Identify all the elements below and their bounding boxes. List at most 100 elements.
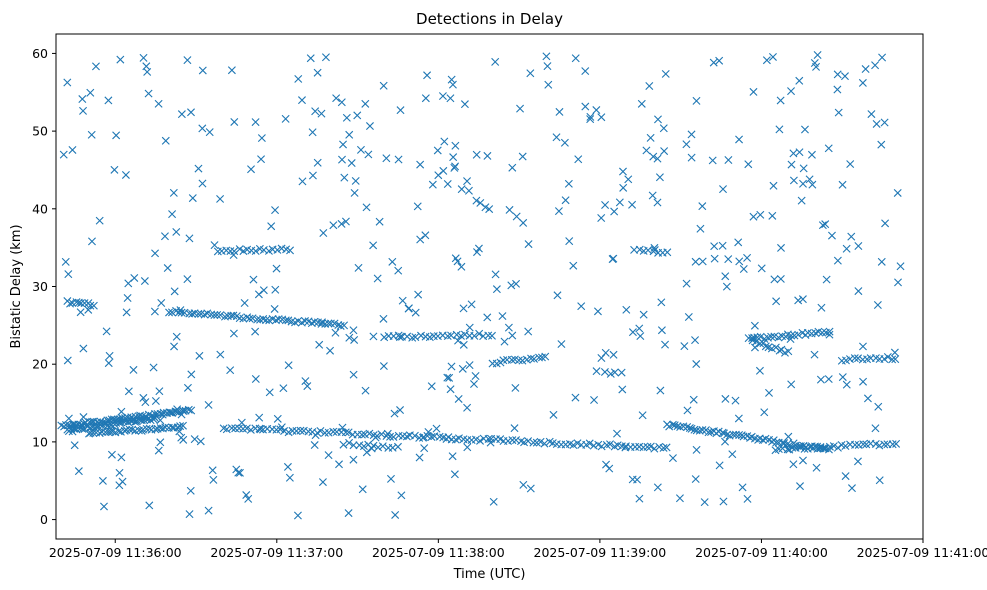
data-point bbox=[759, 339, 768, 348]
data-point bbox=[776, 274, 785, 283]
data-point bbox=[757, 264, 766, 273]
data-point bbox=[172, 227, 181, 236]
data-point bbox=[416, 160, 425, 169]
data-point bbox=[661, 69, 670, 78]
data-point bbox=[115, 481, 124, 490]
data-point bbox=[540, 439, 549, 448]
data-point bbox=[749, 212, 758, 221]
data-point bbox=[187, 370, 196, 379]
data-point bbox=[196, 437, 205, 446]
data-point bbox=[234, 468, 243, 477]
data-point bbox=[298, 177, 307, 186]
data-point bbox=[313, 158, 322, 167]
data-point bbox=[840, 72, 849, 81]
data-point bbox=[606, 369, 615, 378]
data-point bbox=[794, 330, 803, 339]
data-point bbox=[198, 124, 207, 133]
data-point bbox=[838, 180, 847, 189]
data-point bbox=[787, 160, 796, 169]
data-point bbox=[687, 130, 696, 139]
data-point bbox=[443, 373, 452, 382]
data-point bbox=[465, 323, 474, 332]
data-point bbox=[301, 377, 310, 386]
data-point bbox=[315, 340, 324, 349]
data-point bbox=[273, 245, 282, 254]
data-point bbox=[813, 50, 822, 59]
data-point bbox=[176, 306, 185, 315]
data-point bbox=[516, 104, 525, 113]
data-point bbox=[350, 335, 359, 344]
data-point bbox=[799, 179, 807, 188]
data-point bbox=[448, 452, 457, 461]
data-point bbox=[824, 445, 833, 454]
data-point bbox=[500, 337, 509, 346]
y-tick-label: 30 bbox=[32, 279, 48, 294]
data-point bbox=[691, 336, 700, 345]
data-point bbox=[272, 264, 281, 273]
data-point bbox=[507, 281, 516, 290]
data-point bbox=[434, 171, 443, 180]
data-point bbox=[691, 257, 700, 266]
data-point bbox=[78, 421, 87, 430]
data-point bbox=[116, 55, 125, 64]
data-point bbox=[483, 313, 492, 322]
data-point bbox=[805, 175, 814, 184]
data-point bbox=[894, 278, 902, 287]
data-point bbox=[472, 196, 481, 205]
data-point bbox=[179, 421, 187, 430]
data-point bbox=[427, 432, 436, 441]
data-point bbox=[350, 188, 359, 197]
data-point bbox=[117, 453, 126, 462]
data-point bbox=[248, 314, 257, 323]
data-point bbox=[337, 219, 346, 228]
data-point bbox=[891, 355, 900, 364]
data-point bbox=[668, 454, 677, 463]
data-point bbox=[440, 137, 449, 146]
data-point bbox=[349, 441, 358, 450]
data-point bbox=[600, 367, 609, 376]
data-point bbox=[416, 235, 425, 244]
data-point bbox=[321, 53, 330, 62]
data-point bbox=[484, 434, 493, 443]
data-point bbox=[645, 81, 654, 90]
data-point bbox=[838, 373, 847, 382]
data-point bbox=[177, 110, 186, 119]
data-point bbox=[451, 162, 460, 171]
data-point bbox=[597, 442, 606, 451]
data-point bbox=[833, 85, 842, 94]
data-point bbox=[326, 319, 335, 328]
data-point bbox=[408, 333, 417, 342]
data-point bbox=[724, 156, 733, 164]
data-point bbox=[204, 400, 213, 409]
data-point bbox=[110, 165, 119, 174]
data-point bbox=[80, 299, 89, 308]
data-point bbox=[413, 202, 422, 211]
data-point bbox=[524, 437, 533, 446]
data-point bbox=[646, 133, 655, 142]
data-point bbox=[761, 342, 770, 351]
data-point bbox=[285, 473, 294, 482]
data-point bbox=[173, 423, 182, 432]
data-point bbox=[476, 436, 485, 445]
data-point bbox=[324, 451, 333, 460]
data-point bbox=[810, 350, 819, 359]
data-point bbox=[107, 450, 116, 459]
data-point bbox=[743, 494, 752, 503]
data-point bbox=[187, 108, 195, 117]
data-point bbox=[592, 367, 601, 376]
data-point bbox=[310, 441, 319, 450]
data-point bbox=[158, 410, 167, 419]
data-point bbox=[888, 355, 897, 364]
data-point bbox=[892, 439, 901, 448]
data-point bbox=[448, 80, 457, 89]
data-point bbox=[818, 328, 827, 337]
data-point bbox=[577, 302, 586, 311]
data-point bbox=[367, 444, 376, 453]
data-point bbox=[842, 244, 851, 253]
data-point bbox=[653, 154, 662, 163]
data-point bbox=[784, 432, 793, 441]
data-point bbox=[198, 66, 207, 75]
data-point bbox=[871, 424, 880, 433]
data-point bbox=[817, 303, 826, 312]
